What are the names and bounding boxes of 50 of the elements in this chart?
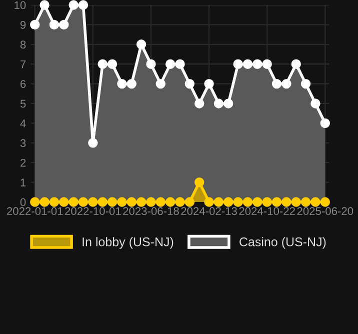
point xyxy=(40,0,50,10)
point xyxy=(107,59,118,69)
point xyxy=(156,78,166,89)
y-tick-label: 0 xyxy=(20,198,26,206)
point xyxy=(194,98,204,108)
y-tick-label: 4 xyxy=(20,120,26,128)
point xyxy=(252,59,262,69)
y-tick-label: 1 xyxy=(20,178,26,186)
point xyxy=(262,59,272,69)
point xyxy=(224,98,234,108)
point xyxy=(214,98,224,108)
y-tick-label: 6 xyxy=(20,80,26,88)
point xyxy=(49,20,60,30)
point xyxy=(165,59,176,69)
y-tick-label: 5 xyxy=(20,100,26,108)
point xyxy=(78,0,88,10)
legend-label: In lobby (US-NJ) xyxy=(82,237,174,249)
point xyxy=(184,78,195,89)
point xyxy=(59,20,69,30)
x-tick-label: 2022-01-01 xyxy=(7,207,63,216)
x-tick-label: 2025-06-20 xyxy=(297,207,354,216)
point xyxy=(117,78,127,89)
point xyxy=(88,138,98,148)
point xyxy=(126,78,136,89)
y-tick-label: 8 xyxy=(20,40,26,49)
point xyxy=(300,78,311,89)
point xyxy=(136,40,146,50)
point xyxy=(320,118,330,128)
y-tick-label: 2 xyxy=(20,158,26,167)
legend-label: Casino (US-NJ) xyxy=(240,237,326,249)
point xyxy=(310,98,320,108)
y-tick-label: 3 xyxy=(20,139,26,148)
point xyxy=(233,59,243,69)
point xyxy=(291,59,301,69)
point xyxy=(98,59,108,69)
point xyxy=(272,78,282,89)
point xyxy=(282,78,292,89)
point xyxy=(242,59,253,69)
y-tick-label: 7 xyxy=(20,60,26,68)
x-tick-label: 2022-10-01 xyxy=(65,207,121,216)
point xyxy=(175,59,185,69)
point xyxy=(204,78,214,89)
x-tick-label: 2024-02-13 xyxy=(181,207,237,216)
y-tick-label: 9 xyxy=(20,20,26,29)
point xyxy=(68,0,78,10)
x-tick-label: 2024-10-22 xyxy=(239,207,295,216)
point xyxy=(146,59,156,69)
x-tick-label: 2023-06-18 xyxy=(123,207,179,216)
point xyxy=(30,20,40,30)
y-tick-label: 10 xyxy=(14,1,26,10)
